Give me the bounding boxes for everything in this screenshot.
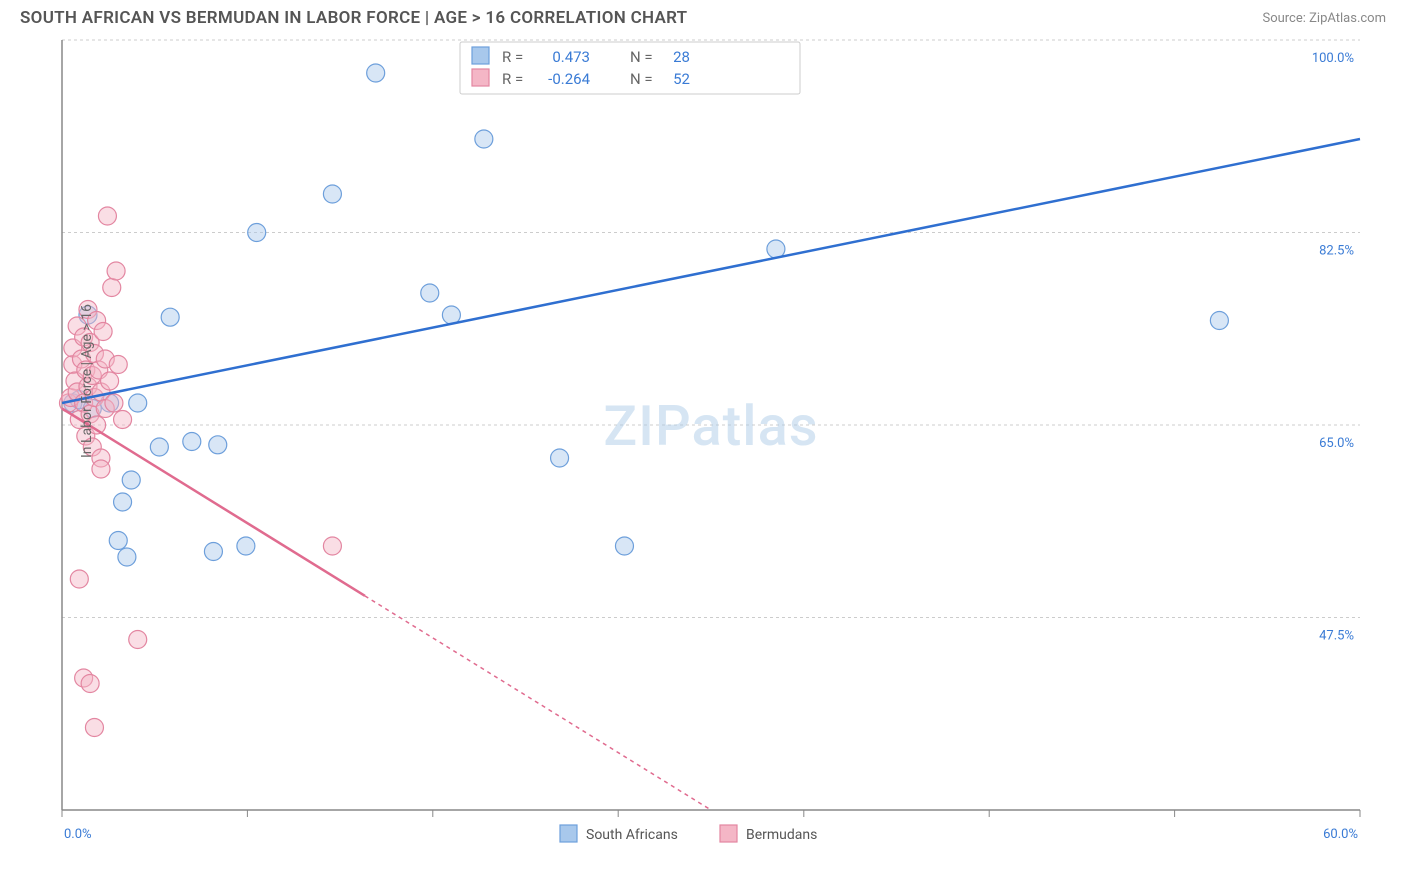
data-point (421, 284, 439, 302)
y-axis-label: In Labor Force | Age > 16 (79, 304, 95, 458)
y-tick-label: 82.5% (1319, 244, 1354, 259)
legend-swatch (720, 825, 737, 842)
stats-r-label: R = (502, 70, 523, 88)
stats-r-value: 0.473 (552, 48, 590, 66)
stats-swatch (472, 69, 489, 86)
watermark: ZIPatlas (603, 393, 818, 459)
data-point (118, 548, 136, 566)
data-point (237, 537, 255, 555)
correlation-chart: In Labor Force | Age > 16 47.5% 65.0% 82.5… (20, 30, 1386, 870)
data-point (209, 436, 227, 454)
data-point (150, 438, 168, 456)
stats-swatch (472, 47, 489, 64)
data-point (204, 543, 222, 561)
stats-r-label: R = (502, 48, 523, 66)
y-tick-label: 65.0% (1319, 436, 1354, 451)
data-point (323, 185, 341, 203)
chart-canvas: 47.5% 65.0% 82.5% 100.0% 0.0% 60.0% ZIPatlas R … (20, 30, 1386, 870)
data-point (107, 262, 125, 280)
data-point (114, 493, 132, 511)
data-point (81, 675, 99, 693)
y-tick-label: 100.0% (1312, 51, 1354, 66)
data-point (323, 537, 341, 555)
source-attribution: Source: ZipAtlas.com (1262, 11, 1386, 26)
data-point (94, 323, 112, 341)
stats-n-label: N = (630, 48, 653, 66)
data-point (129, 631, 147, 649)
data-point (161, 308, 179, 326)
data-point (615, 537, 633, 555)
data-point (105, 394, 123, 412)
data-point (70, 570, 88, 588)
legend-swatch (560, 825, 577, 842)
legend-label: Bermudans (746, 827, 817, 843)
data-point (114, 411, 132, 429)
data-point (109, 532, 127, 550)
stats-r-value: -0.264 (548, 70, 590, 88)
stats-n-label: N = (630, 70, 653, 88)
data-point (98, 207, 116, 225)
data-point (85, 719, 103, 737)
data-point (109, 356, 127, 374)
data-point (122, 471, 140, 489)
data-point (92, 460, 110, 478)
y-tick-label: 47.5% (1319, 629, 1354, 644)
legend-label: South Africans (586, 827, 678, 843)
stats-n-value: 52 (673, 70, 690, 88)
chart-title: SOUTH AFRICAN VS BERMUDAN IN LABOR FORCE… (20, 8, 687, 28)
data-point (367, 64, 385, 82)
data-point (101, 372, 119, 390)
data-point (551, 449, 569, 467)
data-point (103, 279, 121, 297)
stats-n-value: 28 (673, 48, 690, 66)
data-point (248, 224, 266, 242)
x-tick-label: 0.0% (64, 827, 92, 842)
data-point (1210, 312, 1228, 330)
trend-line-extrapolated (365, 596, 711, 810)
trend-line (62, 139, 1360, 403)
data-point (183, 433, 201, 451)
data-point (129, 394, 147, 412)
x-tick-label: 60.0% (1323, 827, 1358, 842)
data-point (475, 130, 493, 148)
